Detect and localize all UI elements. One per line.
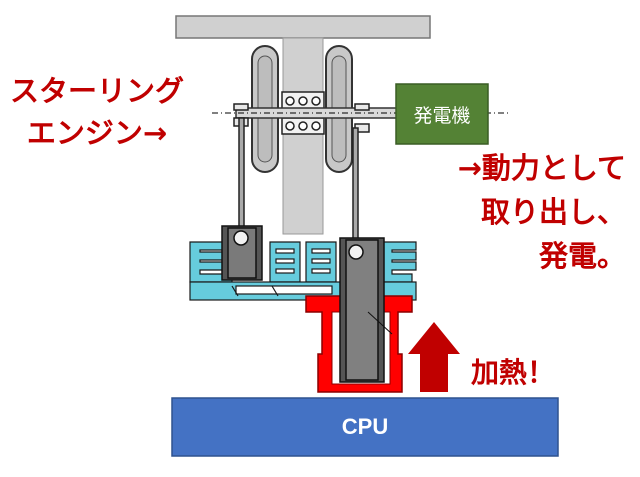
transfer-pipe — [231, 285, 333, 297]
stirling-engine-label-line-2: エンジン→ — [26, 116, 168, 150]
heat-arrow — [408, 322, 460, 392]
cpu-block — [171, 397, 559, 457]
displacer-piston — [339, 237, 393, 383]
cooler-fin-slots — [275, 248, 331, 274]
power-output-label-line-2: 取り出し、 — [480, 195, 626, 229]
power-piston — [221, 225, 263, 281]
heating-label: 加熱！ — [471, 356, 556, 389]
cpu-label: CPU — [341, 414, 389, 439]
top-mounting-plate — [175, 15, 431, 39]
power-output-label-line-1: →動力として — [457, 151, 626, 185]
support-column — [282, 37, 324, 235]
stirling-engine-label-line-1: スターリング — [10, 74, 185, 108]
stirling-engine-label: スターリング エンジン→ — [10, 70, 184, 154]
power-output-label: →動力として 取り出し、 発電。 — [420, 146, 626, 278]
bearing-block — [281, 91, 325, 135]
generator-label: 発電機 — [413, 104, 471, 127]
generator-box — [395, 83, 489, 145]
power-output-label-line-3: 発電。 — [538, 239, 626, 273]
